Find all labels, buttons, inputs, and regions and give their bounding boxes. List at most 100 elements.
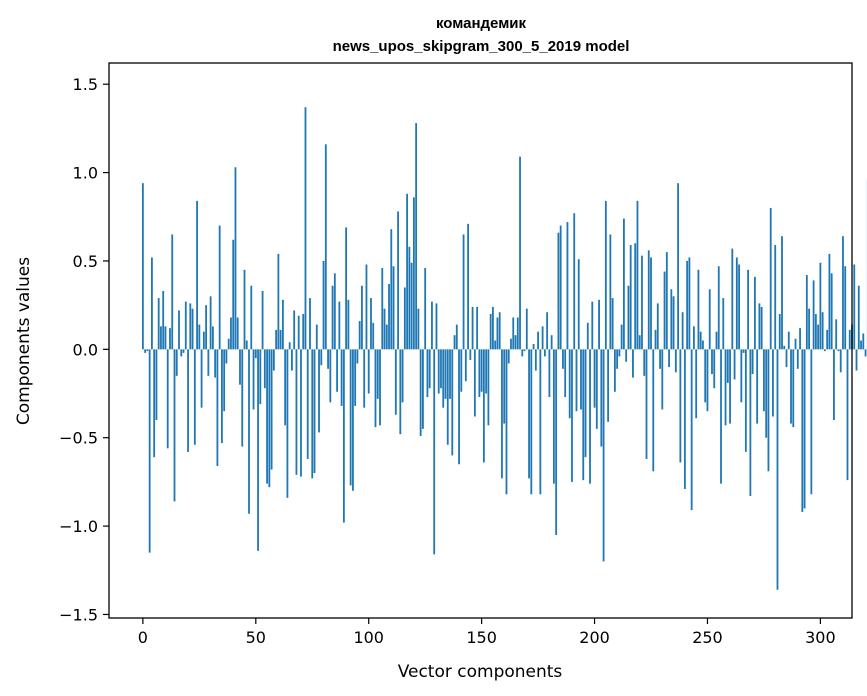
y-tick-label: −0.5 (59, 429, 98, 448)
bar (837, 349, 840, 352)
bar (810, 349, 813, 495)
bar (523, 349, 526, 352)
bar (767, 349, 770, 472)
bar (399, 349, 402, 435)
bar (383, 308, 386, 350)
bar (562, 349, 564, 369)
bar (358, 321, 361, 350)
bar (634, 243, 637, 350)
bar (763, 349, 765, 412)
bar (537, 331, 539, 350)
bar (146, 349, 149, 352)
bar (171, 234, 174, 350)
bar (471, 306, 474, 350)
bar (814, 313, 817, 350)
bar (516, 317, 519, 350)
y-tick-label: 0.5 (73, 252, 98, 271)
bar (153, 349, 156, 458)
bar (848, 329, 851, 350)
bar (799, 328, 801, 350)
y-tick-label: 1.5 (73, 75, 98, 94)
x-tick-label: 300 (805, 628, 836, 647)
bar (507, 349, 510, 364)
bar (349, 349, 352, 486)
bar (297, 315, 300, 350)
bar (376, 349, 379, 399)
bar (322, 260, 325, 350)
bar (794, 338, 797, 350)
bar (654, 329, 657, 350)
bar (209, 296, 212, 350)
bar (765, 349, 768, 438)
bar (182, 349, 185, 353)
bar (747, 269, 750, 350)
bar (817, 324, 820, 350)
bar (580, 349, 582, 410)
bar (571, 349, 573, 482)
bar (464, 349, 467, 382)
bar (607, 349, 609, 422)
y-tick-label: 1.0 (73, 164, 98, 183)
bar (187, 349, 189, 452)
bar (638, 335, 641, 350)
bar (740, 349, 743, 403)
bar (458, 349, 460, 465)
bar (243, 269, 246, 350)
bar (196, 200, 198, 350)
bar (751, 349, 754, 375)
bar (864, 349, 867, 357)
bar (575, 349, 578, 412)
bar (550, 335, 553, 350)
bar (543, 349, 546, 357)
bar (476, 306, 479, 350)
bar (342, 349, 345, 523)
bar (200, 349, 203, 408)
bar (577, 259, 580, 350)
bar (239, 349, 241, 385)
bar (361, 285, 363, 350)
bar (548, 349, 551, 398)
y-axis-label: Components values (14, 257, 34, 425)
bar (552, 349, 555, 484)
bar (336, 349, 338, 392)
bar (473, 349, 476, 417)
bar (480, 349, 483, 392)
bar (711, 349, 713, 375)
bar (363, 349, 366, 408)
bar (202, 331, 205, 350)
bar (304, 107, 307, 350)
bar (331, 285, 334, 350)
bar (697, 269, 700, 350)
bar (842, 236, 844, 350)
bar (702, 340, 704, 350)
bar (853, 264, 856, 350)
bar (778, 313, 781, 350)
bar (180, 349, 183, 357)
bar (422, 349, 424, 429)
x-tick-label: 150 (466, 628, 497, 647)
bar (446, 349, 449, 445)
bar (514, 335, 517, 350)
bar (819, 262, 822, 350)
bar (295, 349, 298, 475)
bar (356, 349, 359, 364)
bar (722, 298, 725, 350)
bar (525, 308, 528, 350)
bar (528, 349, 530, 479)
bar (193, 349, 196, 445)
bar (162, 291, 165, 350)
bar (672, 296, 675, 350)
bar (252, 349, 255, 410)
bar (370, 298, 372, 350)
bar (862, 333, 865, 350)
bar (155, 349, 158, 421)
bar (401, 349, 404, 403)
bar (724, 349, 727, 426)
bar (742, 349, 745, 353)
bar (616, 349, 619, 369)
bar (656, 303, 659, 350)
bar (568, 349, 571, 419)
bar (198, 324, 201, 350)
bar (539, 349, 542, 495)
y-tick-label: −1.5 (59, 605, 98, 624)
